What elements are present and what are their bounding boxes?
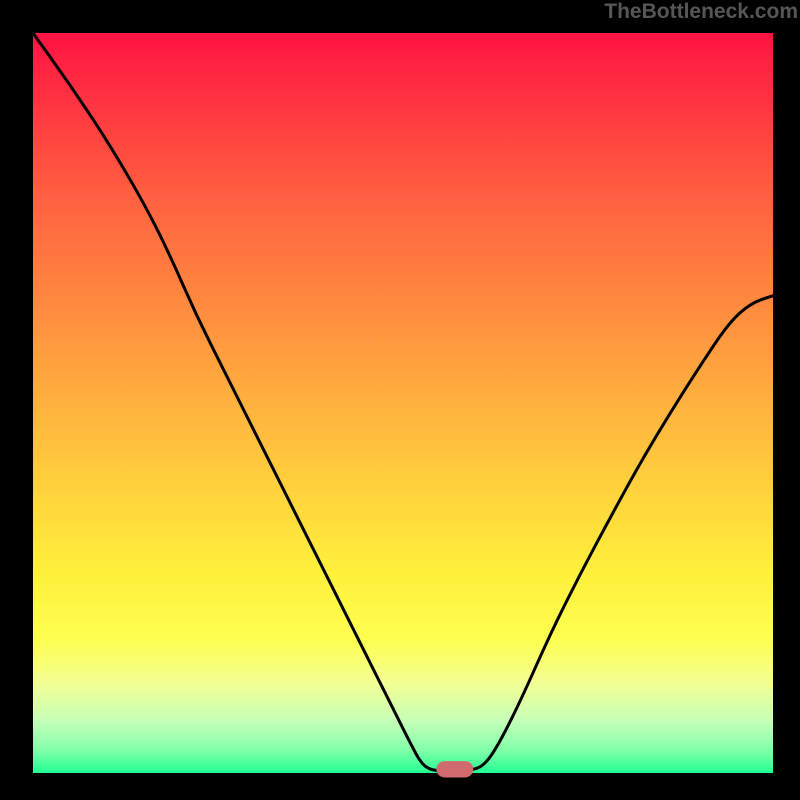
bottleneck-chart — [0, 0, 800, 800]
plot-gradient-background — [33, 33, 773, 773]
attribution-label: TheBottleneck.com — [604, 0, 798, 24]
optimum-marker — [436, 761, 473, 777]
chart-canvas: TheBottleneck.com — [0, 0, 800, 800]
